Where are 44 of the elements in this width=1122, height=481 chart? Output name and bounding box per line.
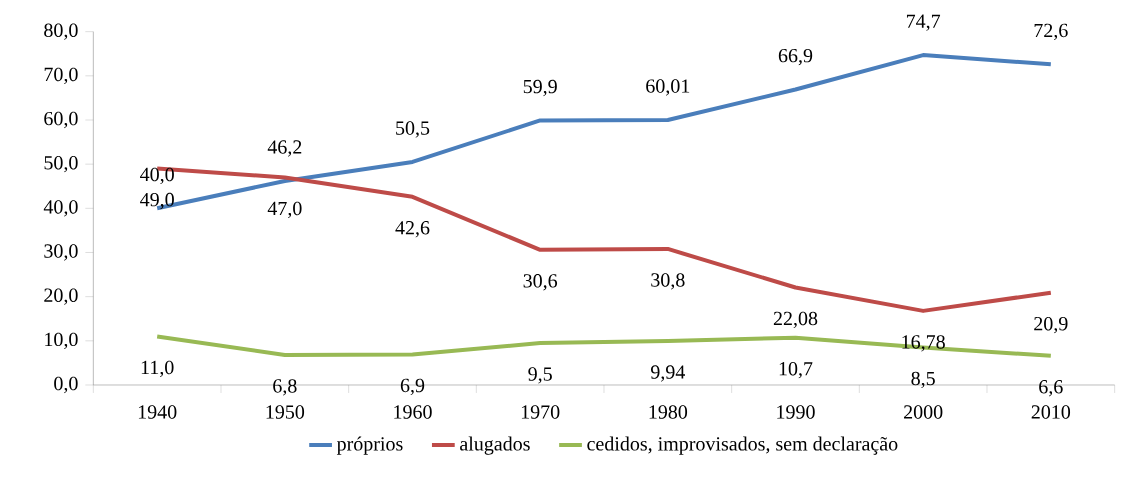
data-label: 30,8 — [651, 273, 685, 290]
data-label: 72,6 — [1034, 23, 1068, 41]
data-label: 74,7 — [906, 14, 941, 31]
x-tick-label: 1940 — [138, 405, 177, 419]
y-tick-label: 60,0 — [44, 111, 78, 129]
y-tick-label: 0,0 — [54, 376, 78, 394]
data-label: 66,9 — [778, 48, 813, 66]
y-tick-label: 80,0 — [44, 23, 78, 40]
data-label: 49,0 — [140, 192, 174, 210]
y-tick-label: 30,0 — [44, 244, 78, 261]
data-label: 6,6 — [1039, 380, 1063, 397]
data-label: 46,2 — [267, 140, 302, 157]
x-tick-label: 2010 — [1031, 405, 1071, 419]
data-label: 10,7 — [779, 362, 813, 379]
data-label: 47,0 — [267, 201, 302, 219]
data-label: 22,08 — [773, 311, 818, 329]
data-label: 8,5 — [911, 371, 935, 389]
data-label: 9,94 — [650, 365, 686, 382]
data-label: 40,0 — [140, 167, 174, 185]
data-label: 11,0 — [141, 360, 174, 378]
y-tick-label: 70,0 — [44, 67, 78, 85]
data-label: 9,5 — [528, 367, 552, 384]
x-tick-label: 1990 — [777, 405, 815, 419]
legend-label: cedidos, improvisados, sem declaração — [587, 436, 898, 455]
data-label: 20,9 — [1034, 316, 1068, 334]
data-label: 50,5 — [396, 121, 430, 138]
line-series — [155, 334, 1053, 358]
y-tick-label: 10,0 — [45, 332, 78, 350]
y-tick-label: 50,0 — [44, 155, 78, 173]
data-label: 6,9 — [400, 378, 425, 396]
data-label: 42,6 — [395, 221, 430, 238]
legend-label: próprios — [336, 436, 403, 455]
data-label: 6,8 — [273, 379, 297, 396]
data-label: 59,9 — [523, 79, 557, 97]
x-tick-label: 2000 — [904, 405, 943, 419]
y-tick-label: 20,0 — [44, 288, 78, 305]
x-tick-label: 1960 — [394, 405, 432, 419]
legend-label: alugados — [460, 436, 530, 455]
x-tick-label: 1970 — [521, 405, 560, 419]
y-tick-label: 40,0 — [43, 200, 78, 217]
x-tick-label: 1950 — [266, 405, 305, 419]
x-tick-label: 1980 — [649, 405, 688, 419]
data-label: 30,6 — [523, 274, 558, 291]
data-label: 60,01 — [646, 79, 690, 96]
